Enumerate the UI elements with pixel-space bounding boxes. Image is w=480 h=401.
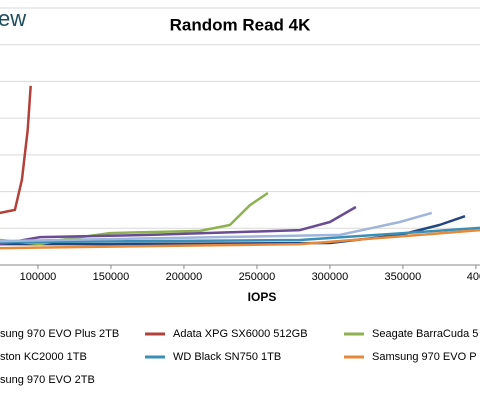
- legend-label: Adata XPG SX6000 512GB: [173, 328, 308, 340]
- legend-label: sung 970 EVO 2TB: [0, 374, 95, 386]
- legend-label: WD Black SN750 1TB: [173, 351, 281, 363]
- x-axis: 100000 150000 200000 250000 300000 350000 400: [0, 264, 480, 283]
- x-tick-label: 150000: [93, 271, 130, 283]
- legend-label: ston KC2000 1TB: [0, 351, 87, 363]
- chart-title: Random Read 4K: [170, 15, 311, 34]
- series-line: [0, 226, 480, 244]
- legend-label: sung 970 EVO Plus 2TB: [0, 328, 119, 340]
- x-axis-label: IOPS: [248, 290, 277, 304]
- series-line: [0, 211, 433, 243]
- grid: [0, 7, 480, 266]
- series-line: [0, 228, 480, 250]
- x-tick-label: 400: [467, 271, 480, 283]
- series-line: [0, 85, 32, 215]
- x-tick-label: 350000: [385, 271, 422, 283]
- x-tick-label: 200000: [166, 271, 203, 283]
- x-tick-label: 100000: [20, 271, 57, 283]
- logo: ew: [0, 6, 26, 31]
- plot: [0, 85, 480, 250]
- legend-label: Samsung 970 EVO P: [372, 351, 477, 363]
- x-tick-label: 300000: [312, 271, 349, 283]
- legend-label: Seagate BarraCuda 5: [372, 328, 478, 340]
- series-line: [0, 205, 357, 246]
- x-tick-label: 250000: [239, 271, 276, 283]
- legend: sung 970 EVO Plus 2TB Adata XPG SX6000 51…: [0, 328, 478, 386]
